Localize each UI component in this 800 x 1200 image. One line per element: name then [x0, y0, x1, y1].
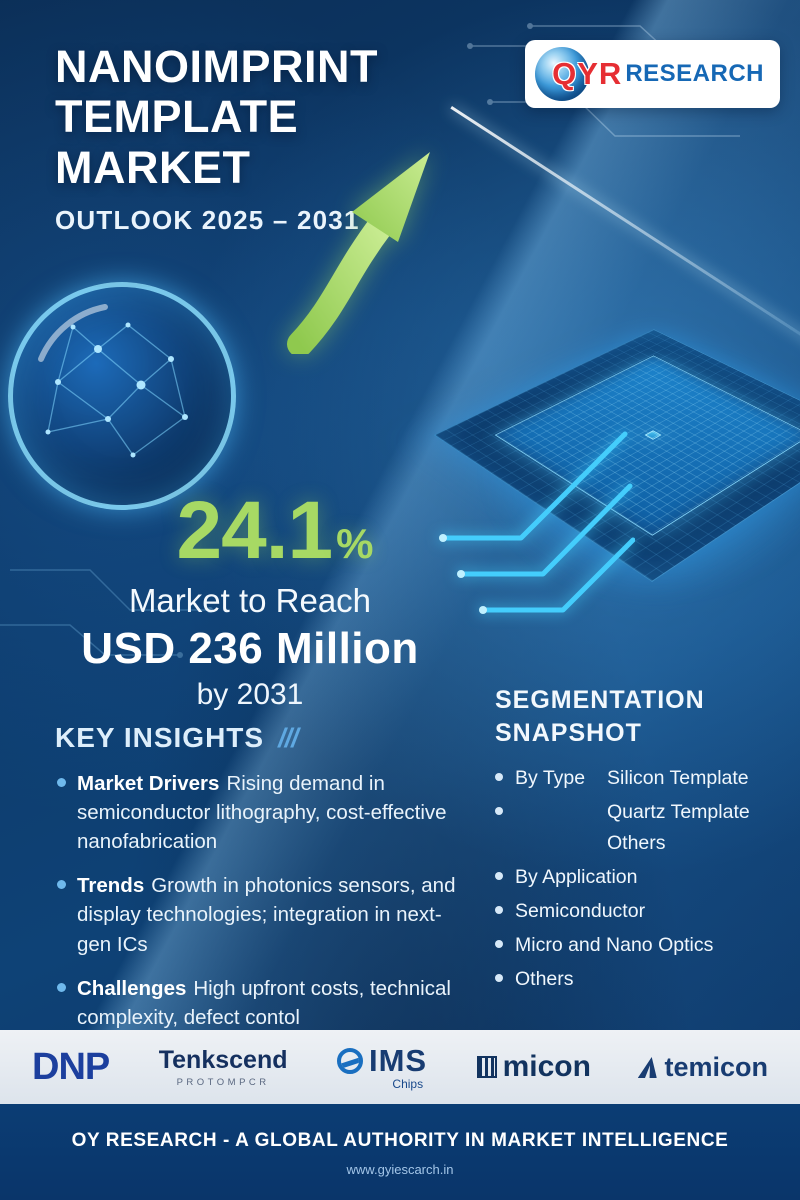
insight-body: High upfront costs, technical complexity…	[77, 976, 451, 1029]
segmentation-value: Silicon Template	[607, 767, 749, 789]
headline-stat: 24.1 % Market to Reach USD 236 Million b…	[55, 485, 445, 712]
segmentation-item: By Application	[495, 866, 785, 889]
globe-icon	[535, 47, 590, 101]
segmentation-list: By Type Silicon Template Quartz Template…	[495, 767, 785, 991]
temicon-mark-icon	[638, 1057, 661, 1078]
bullet-icon	[57, 982, 66, 992]
key-insights-section: KEY INSIGHTS /// Market Drivers Rising de…	[55, 722, 465, 1032]
chip-core	[644, 430, 662, 440]
partner-logo-dnp: DNP	[32, 1045, 110, 1088]
circuit-traces-graphic	[439, 431, 635, 614]
forecast-year: by 2031	[196, 677, 304, 711]
footer-tagline: OY RESEARCH - A GLOBAL AUTHORITY IN MARK…	[71, 1130, 729, 1151]
segmentation-title-line-1: SEGMENTATION	[495, 686, 705, 714]
segmentation-label: Semiconductor	[515, 900, 646, 922]
bullet-icon	[495, 872, 503, 880]
segmentation-item: Semiconductor	[495, 900, 785, 923]
partner-logo-micon-name: micon	[502, 1050, 591, 1083]
partner-logo-tenkscend-sub: PROTOMPCR	[176, 1077, 270, 1088]
microchip-graphic	[433, 252, 800, 652]
segmentation-section: SEGMENTATION SNAPSHOT By Type Silicon Te…	[495, 684, 785, 1002]
segmentation-value: Quartz Template	[607, 801, 750, 823]
insight-text: Market Drivers Rising demand in semicondu…	[77, 769, 465, 856]
segmentation-value: Others	[607, 832, 666, 854]
partner-logo-temicon: temicon	[640, 1052, 768, 1083]
segmentation-item: Quartz Template	[495, 801, 785, 824]
bullet-icon	[495, 773, 503, 781]
insight-heading: Challenges	[77, 976, 187, 1000]
partner-logo-temicon-name: temicon	[664, 1051, 768, 1082]
key-insights-title: KEY INSIGHTS	[55, 722, 265, 753]
bullet-icon	[495, 940, 503, 948]
page-title-line-1: NANOIMPRINT	[55, 41, 378, 92]
insight-body: Rising demand in semiconductor lithograp…	[77, 772, 447, 854]
bullet-icon	[495, 906, 503, 914]
segmentation-item: Micro and Nano Optics	[495, 934, 785, 957]
header: NANOIMPRINT TEMPLATE MARKET OUTLOOK 2025…	[55, 41, 378, 236]
partner-logo-ims-sub: Chips	[392, 1077, 424, 1091]
growth-arrow-icon	[287, 152, 430, 354]
key-insights-header: KEY INSIGHTS ///	[55, 722, 465, 754]
brand-logo-qyr: QYR	[552, 56, 623, 91]
network-nodes-icon	[38, 304, 188, 458]
segmentation-title-line-2: SNAPSHOT	[495, 718, 642, 747]
brand-logo-research: RESEARCH	[625, 60, 764, 87]
insight-heading: Trends	[77, 874, 145, 898]
footer-website: www.gyiescarch.in	[346, 1162, 454, 1177]
growth-rate-value: 24.1	[176, 485, 334, 576]
insight-body: Growth in photonics sensors, and display…	[77, 874, 456, 956]
segmentation-item: Others	[495, 832, 785, 855]
partner-logo-ims-name: IMS	[368, 1043, 428, 1078]
insight-item: Trends Growth in photonics sensors, and d…	[55, 871, 465, 958]
insight-item: Market Drivers Rising demand in semicondu…	[55, 769, 465, 856]
insight-heading: Market Drivers	[77, 772, 220, 795]
growth-rate: 24.1 %	[105, 485, 445, 576]
segmentation-item: By Type Silicon Template	[495, 767, 785, 790]
segmentation-title: SEGMENTATION SNAPSHOT	[495, 684, 785, 749]
segmentation-label: Micro and Nano Optics	[515, 934, 714, 956]
insight-text: Challenges High upfront costs, technical …	[77, 974, 465, 1032]
growth-rate-unit: %	[336, 520, 374, 567]
circuit-lines-decoration-left	[0, 569, 213, 658]
bullet-icon	[495, 974, 503, 982]
outlook-subtitle: OUTLOOK 2025 – 2031	[55, 205, 360, 236]
bullet-icon	[57, 778, 66, 787]
insight-item: Challenges High upfront costs, technical …	[55, 974, 465, 1032]
page-title-line-3: MARKET	[55, 141, 251, 193]
partner-logo-ims-row: IMS	[336, 1043, 428, 1079]
partner-logo-tenkscend: Tenkscend PROTOMPCR	[159, 1046, 288, 1088]
market-value: USD 236 Million	[81, 623, 419, 673]
footer-band: OY RESEARCH - A GLOBAL AUTHORITY IN MARK…	[0, 1104, 800, 1200]
partner-logos-band: DNP Tenkscend PROTOMPCR IMS Chips micon …	[0, 1030, 800, 1104]
magnifier-network-graphic	[8, 282, 236, 510]
partner-logo-tenkscend-name: Tenkscend	[158, 1046, 288, 1074]
ims-globe-icon	[336, 1048, 363, 1074]
stat-caption: Market to Reach	[128, 581, 372, 619]
segmentation-item: Others	[495, 968, 785, 991]
slashes-icon: ///	[278, 722, 298, 753]
bullet-icon	[495, 807, 503, 815]
page-title-line-2: TEMPLATE	[55, 91, 299, 143]
partner-logo-micon: micon	[476, 1050, 591, 1084]
segmentation-label: Others	[515, 968, 574, 990]
segmentation-label: By Type	[515, 767, 586, 789]
micon-mark-icon	[476, 1056, 497, 1078]
brand-logo: QYR RESEARCH	[525, 40, 780, 108]
partner-logo-ims: IMS Chips	[336, 1043, 428, 1091]
bullet-icon	[57, 880, 66, 890]
segmentation-label: By Application	[515, 866, 638, 888]
insight-text: Trends Growth in photonics sensors, and d…	[77, 871, 465, 958]
